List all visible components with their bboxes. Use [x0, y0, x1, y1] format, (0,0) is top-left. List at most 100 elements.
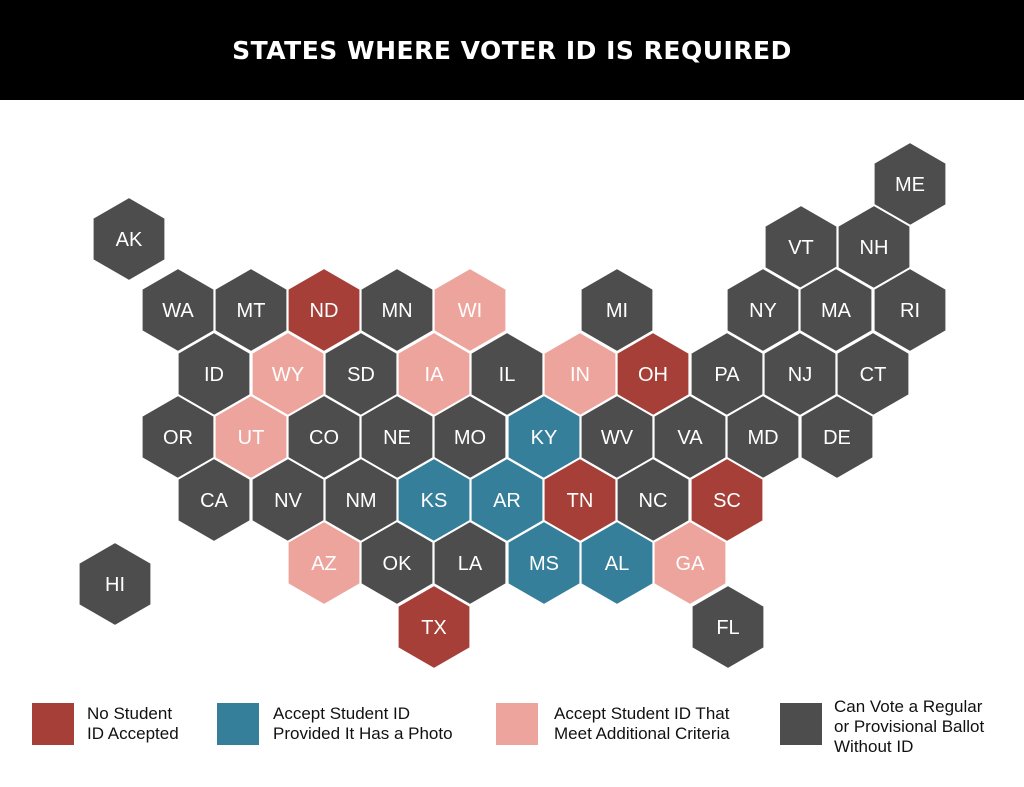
state-label: AZ — [311, 553, 337, 575]
state-hex-ut: UT — [213, 393, 289, 481]
state-label: WV — [601, 427, 634, 449]
legend-label-line: or Provisional Ballot — [834, 717, 985, 736]
state-label: NY — [749, 300, 777, 322]
state-hex-mi: MI — [579, 266, 655, 354]
legend-label-line: No Student — [87, 704, 173, 723]
state-label: MN — [381, 300, 412, 322]
state-label: IL — [499, 364, 516, 386]
legend-label: Can Vote a Regular or Provisional Ballot W… — [834, 697, 984, 757]
state-label: MA — [821, 300, 852, 322]
state-label: KS — [421, 490, 448, 512]
state-label: KY — [531, 427, 558, 449]
legend-swatch — [496, 703, 538, 745]
title-bar: STATES WHERE VOTER ID IS REQUIRED — [0, 0, 1024, 100]
state-hex-ct: CT — [835, 330, 911, 418]
state-hex-ri: RI — [872, 266, 948, 354]
legend-swatch — [780, 703, 822, 745]
legend-label-line: Without ID — [834, 737, 914, 756]
state-label: AK — [116, 229, 143, 251]
state-hex-shape — [652, 519, 728, 607]
state-label: NE — [383, 427, 411, 449]
state-label: GA — [676, 553, 706, 575]
state-hex-ky: KY — [506, 393, 582, 481]
state-label: FL — [716, 617, 739, 639]
state-label: SC — [713, 490, 741, 512]
legend-label: Accept Student ID Provided It Has a Photo — [273, 704, 453, 744]
state-label: WA — [162, 300, 194, 322]
state-hex-me: ME — [872, 140, 948, 228]
state-label: NM — [345, 490, 376, 512]
state-label: WI — [458, 300, 482, 322]
state-label: CT — [860, 364, 887, 386]
state-hex-shape — [396, 583, 472, 671]
legend-swatch — [32, 703, 74, 745]
state-hex-de: DE — [799, 393, 875, 481]
state-hex-al: AL — [579, 519, 655, 607]
state-hex-ar: AR — [469, 456, 545, 544]
state-hex-ca: CA — [176, 456, 252, 544]
state-hex-ak: AK — [91, 195, 167, 283]
state-hex-shape — [872, 266, 948, 354]
state-hex-fl: FL — [690, 583, 766, 671]
state-hex-nh: NH — [836, 203, 912, 291]
state-label: NV — [274, 490, 302, 512]
legend-label-line: Accept Student ID That — [554, 704, 730, 723]
state-label: UT — [238, 427, 265, 449]
state-label: HI — [105, 574, 125, 596]
legend-label-line: Accept Student ID — [273, 704, 411, 723]
state-label: IN — [570, 364, 590, 386]
state-hex-tx: TX — [396, 583, 472, 671]
state-label: VA — [677, 427, 703, 449]
legend-label: Accept Student ID That Meet Additional Cr… — [554, 704, 730, 744]
state-hex-shape — [799, 393, 875, 481]
state-label: TN — [567, 490, 594, 512]
state-hex-ga: GA — [652, 519, 728, 607]
state-hex-mt: MT — [213, 266, 289, 354]
state-label: MS — [529, 553, 559, 575]
hex-tile-map: AK ME VT NH WA MT ND MN WI MI NY MA RI ID WY SD IA IL IN OH… — [77, 140, 948, 671]
state-hex-hi: HI — [77, 540, 153, 628]
state-label: NJ — [788, 364, 812, 386]
state-label: MI — [606, 300, 628, 322]
state-label: ND — [310, 300, 339, 322]
state-label: AL — [605, 553, 629, 575]
state-label: OK — [383, 553, 413, 575]
state-label: IA — [425, 364, 445, 386]
state-hex-shape — [176, 456, 252, 544]
state-label: PA — [714, 364, 740, 386]
state-hex-shape — [77, 540, 153, 628]
state-label: OR — [163, 427, 193, 449]
state-hex-wy: WY — [250, 330, 326, 418]
state-hex-ia: IA — [396, 330, 472, 418]
legend-label-line: Provided It Has a Photo — [273, 724, 453, 743]
state-label: WY — [272, 364, 304, 386]
state-label: DE — [823, 427, 851, 449]
state-label: NC — [639, 490, 668, 512]
state-hex-shape — [91, 195, 167, 283]
state-label: VT — [788, 237, 814, 259]
legend-label-line: ID Accepted — [87, 724, 179, 743]
state-label: CO — [309, 427, 339, 449]
state-hex-shape — [690, 583, 766, 671]
page-title: STATES WHERE VOTER ID IS REQUIRED — [232, 35, 792, 65]
legend-label-line: Meet Additional Criteria — [554, 724, 730, 743]
state-label: ME — [895, 174, 925, 196]
state-label: MD — [747, 427, 778, 449]
state-label: OH — [638, 364, 668, 386]
state-label: RI — [900, 300, 920, 322]
legend-swatch — [217, 703, 259, 745]
state-hex-id: ID — [176, 330, 252, 418]
state-label: AR — [493, 490, 521, 512]
legend-label-line: Can Vote a Regular — [834, 697, 983, 716]
state-hex-va: VA — [652, 393, 728, 481]
state-label: SD — [347, 364, 375, 386]
state-label: TX — [421, 617, 447, 639]
state-label: CA — [200, 490, 228, 512]
state-hex-wa: WA — [140, 266, 216, 354]
legend-label: No Student ID Accepted — [87, 704, 179, 744]
state-label: NH — [860, 237, 889, 259]
state-label: ID — [204, 364, 224, 386]
state-label: MO — [454, 427, 486, 449]
state-label: LA — [458, 553, 483, 575]
state-label: MT — [237, 300, 266, 322]
